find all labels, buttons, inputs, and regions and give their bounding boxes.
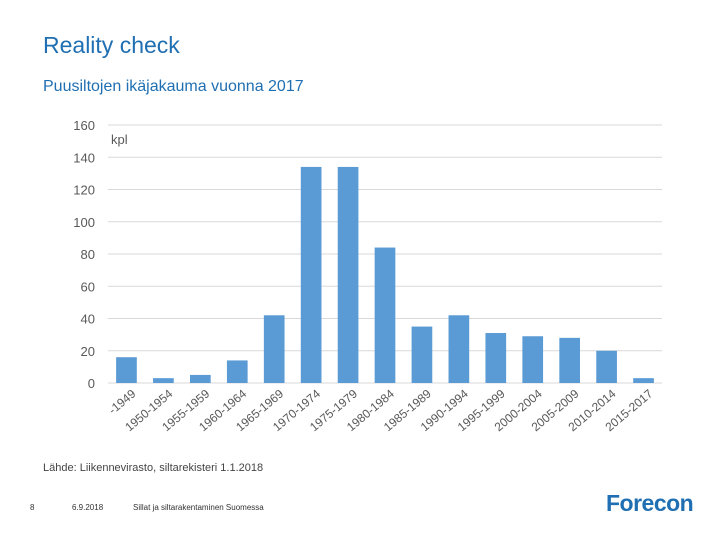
y-tick-label: 100 xyxy=(73,215,95,230)
bar-chart: 0 20 40 60 80 100 120 140 160 kpl -19491950-1954… xyxy=(73,118,662,434)
y-tick-label: 160 xyxy=(73,118,95,133)
bar-2000-2004 xyxy=(522,336,544,383)
footer-date: 6.9.2018 xyxy=(72,503,104,512)
bar-1975-1979 xyxy=(337,166,359,383)
y-tick-label: 60 xyxy=(81,279,95,294)
y-tick-label: 80 xyxy=(81,247,95,262)
x-axis-ticks: -19491950-19541955-19591960-19641965-196… xyxy=(106,386,656,434)
page-number: 8 xyxy=(30,503,35,512)
source-note: Lähde: Liikennevirasto, siltarekisteri 1… xyxy=(43,462,264,474)
slide-title: Reality check xyxy=(43,32,180,58)
bar-1990-1994 xyxy=(448,315,470,383)
unit-label: kpl xyxy=(111,132,128,147)
bar--1949 xyxy=(116,357,137,383)
y-tick-label: 0 xyxy=(88,376,95,391)
bars xyxy=(116,166,654,383)
bar-1985-1989 xyxy=(411,326,433,383)
bar-2010-2014 xyxy=(596,350,617,383)
x-tick-label: -1949 xyxy=(106,386,139,417)
bar-1960-1964 xyxy=(226,360,248,383)
bar-1970-1974 xyxy=(300,166,322,383)
bar-1980-1984 xyxy=(374,247,396,383)
y-tick-label: 140 xyxy=(73,150,95,165)
forecon-logo: Forecon xyxy=(606,490,694,516)
y-tick-label: 40 xyxy=(81,312,95,327)
bar-1955-1959 xyxy=(189,374,211,383)
bar-1965-1969 xyxy=(263,315,285,383)
footer-title: Sillat ja siltarakentaminen Suomessa xyxy=(133,503,264,512)
y-axis-ticks: 0 20 40 60 80 100 120 140 160 xyxy=(73,118,95,391)
bar-1950-1954 xyxy=(153,378,174,383)
bar-1995-1999 xyxy=(485,333,507,383)
y-tick-label: 120 xyxy=(73,183,95,198)
y-tick-label: 20 xyxy=(81,344,95,359)
chart-subtitle: Puusiltojen ikäjakauma vuonna 2017 xyxy=(43,78,304,95)
bar-2015-2017 xyxy=(633,378,654,383)
bar-2005-2009 xyxy=(559,337,581,383)
